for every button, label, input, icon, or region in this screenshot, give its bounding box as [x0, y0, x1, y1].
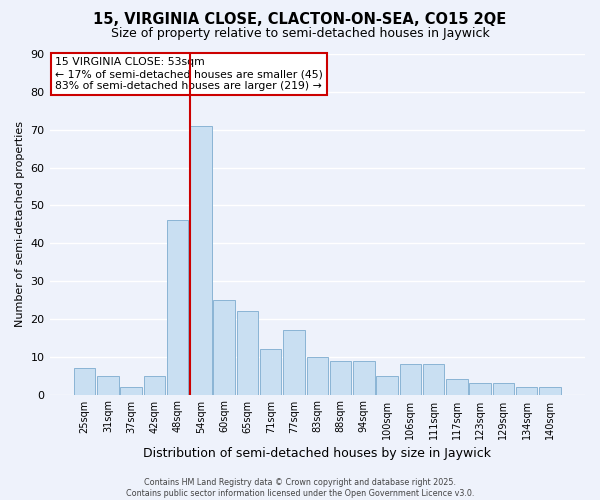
- Bar: [260, 349, 281, 395]
- Bar: [446, 380, 467, 394]
- Bar: [307, 356, 328, 395]
- Bar: [493, 383, 514, 394]
- Bar: [376, 376, 398, 394]
- Y-axis label: Number of semi-detached properties: Number of semi-detached properties: [15, 122, 25, 328]
- Bar: [283, 330, 305, 394]
- Bar: [330, 360, 351, 394]
- Bar: [121, 387, 142, 394]
- Bar: [400, 364, 421, 394]
- Bar: [516, 387, 538, 394]
- Bar: [539, 387, 560, 394]
- Text: 15, VIRGINIA CLOSE, CLACTON-ON-SEA, CO15 2QE: 15, VIRGINIA CLOSE, CLACTON-ON-SEA, CO15…: [94, 12, 506, 28]
- Bar: [97, 376, 119, 394]
- X-axis label: Distribution of semi-detached houses by size in Jaywick: Distribution of semi-detached houses by …: [143, 447, 491, 460]
- Bar: [143, 376, 165, 394]
- Text: 15 VIRGINIA CLOSE: 53sqm
← 17% of semi-detached houses are smaller (45)
83% of s: 15 VIRGINIA CLOSE: 53sqm ← 17% of semi-d…: [55, 58, 323, 90]
- Bar: [214, 300, 235, 394]
- Bar: [353, 360, 374, 394]
- Bar: [74, 368, 95, 394]
- Bar: [190, 126, 212, 394]
- Bar: [423, 364, 445, 394]
- Bar: [469, 383, 491, 394]
- Text: Contains HM Land Registry data © Crown copyright and database right 2025.
Contai: Contains HM Land Registry data © Crown c…: [126, 478, 474, 498]
- Text: Size of property relative to semi-detached houses in Jaywick: Size of property relative to semi-detach…: [110, 28, 490, 40]
- Bar: [237, 312, 258, 394]
- Bar: [167, 220, 188, 394]
